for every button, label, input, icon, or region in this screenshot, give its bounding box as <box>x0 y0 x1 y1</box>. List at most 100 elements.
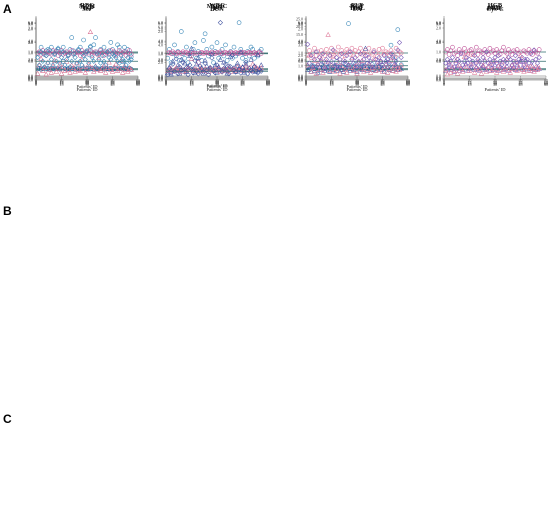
data-point <box>79 62 85 68</box>
data-point <box>466 67 473 73</box>
panel-title: WBC <box>209 2 225 9</box>
data-point <box>347 65 353 70</box>
data-point <box>449 64 456 70</box>
data-point <box>492 54 498 61</box>
y-tick-label: 0.0 <box>158 78 163 83</box>
data-point <box>201 38 206 43</box>
data-point <box>325 31 331 37</box>
y-tick-label: 2.0 <box>28 57 33 62</box>
data-point <box>446 59 452 65</box>
panel-title: BUN <box>210 6 224 13</box>
x-tick-label: 60 <box>266 82 270 87</box>
data-point <box>173 65 179 70</box>
data-point <box>116 60 122 66</box>
data-point <box>255 70 261 76</box>
data-point <box>77 53 83 58</box>
y-tick-label: 1.0 <box>158 51 163 56</box>
x-tick-label: 15 <box>190 82 194 87</box>
data-point <box>363 48 368 53</box>
y-tick-label: 0.0 <box>298 77 303 82</box>
data-point <box>228 64 234 70</box>
y-tick-label: 0.0 <box>158 77 163 82</box>
data-point <box>396 67 403 72</box>
data-point <box>125 54 131 61</box>
y-tick-label: 1.0 <box>298 63 303 68</box>
data-point <box>239 65 246 71</box>
data-point <box>252 55 257 61</box>
data-point <box>514 67 520 73</box>
y-tick-label: 4.0 <box>298 39 303 44</box>
data-point <box>366 54 372 61</box>
data-point <box>458 66 464 71</box>
data-point <box>386 66 392 71</box>
y-tick-label: 0.0 <box>436 76 441 81</box>
data-point <box>182 60 188 66</box>
x-tick-label: 30 <box>85 82 89 87</box>
y-tick-label: 20.0 <box>296 24 303 29</box>
data-point <box>487 46 493 51</box>
x-tick-label: 45 <box>381 82 385 87</box>
data-point <box>369 62 375 67</box>
data-point <box>374 62 381 68</box>
panel-title: Cys-C <box>486 6 504 13</box>
data-point <box>460 62 466 68</box>
data-point <box>473 44 479 50</box>
data-point <box>214 40 220 45</box>
y-tick-label: 2.0 <box>158 60 163 65</box>
data-point <box>310 64 316 70</box>
panel-title: ALB <box>80 4 94 11</box>
data-point <box>379 62 386 68</box>
y-tick-label: 6.0 <box>158 21 163 26</box>
data-point <box>388 42 394 48</box>
data-point <box>243 61 249 67</box>
data-point <box>128 67 134 72</box>
data-point <box>258 62 264 68</box>
panel-tg: TG0.02.04.06.00 15 30 45 60 <box>28 5 140 86</box>
data-point <box>241 66 247 71</box>
data-point <box>77 67 83 73</box>
data-point <box>43 71 49 77</box>
data-point <box>472 49 477 55</box>
x-tick-label: 15 <box>468 80 472 85</box>
data-point <box>255 52 261 57</box>
data-point <box>477 67 483 73</box>
data-point <box>392 55 397 61</box>
data-point <box>308 53 314 59</box>
data-point <box>349 56 355 62</box>
data-point <box>376 54 382 61</box>
data-point <box>340 60 346 66</box>
y-tick-label: 3.0 <box>298 21 303 26</box>
data-point <box>216 65 222 70</box>
data-point <box>180 59 186 65</box>
data-point <box>126 65 133 70</box>
x-tick-label: 30 <box>215 80 219 85</box>
y-tick-label: 2.0 <box>158 58 163 63</box>
data-point <box>470 58 476 64</box>
data-point <box>96 56 102 62</box>
data-point <box>361 56 367 62</box>
y-tick-label: 4.0 <box>158 40 163 45</box>
data-point <box>339 51 345 57</box>
data-point <box>41 64 48 70</box>
data-point <box>337 70 343 76</box>
y-tick-label: 6.0 <box>298 20 303 25</box>
data-point <box>104 65 111 70</box>
data-point <box>219 69 225 75</box>
data-point <box>184 44 189 50</box>
data-point <box>35 70 41 76</box>
data-point <box>332 62 338 68</box>
data-point <box>87 43 93 49</box>
data-point <box>40 58 46 64</box>
data-point <box>345 62 352 68</box>
data-point <box>101 62 107 68</box>
data-point <box>229 52 235 58</box>
y-tick-label: 0.0 <box>298 75 303 80</box>
data-point <box>395 27 401 32</box>
data-point <box>204 47 210 52</box>
data-point <box>505 67 512 72</box>
data-point <box>122 44 127 50</box>
data-point <box>93 35 98 40</box>
data-point <box>74 60 80 66</box>
